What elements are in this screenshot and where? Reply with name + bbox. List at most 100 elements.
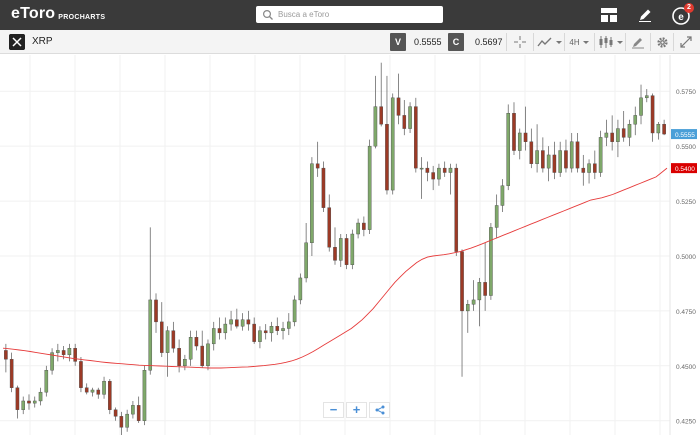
bullish-candle — [281, 328, 285, 331]
bullish-candle — [569, 141, 574, 169]
bullish-candle — [287, 321, 291, 329]
bullish-candle — [517, 132, 522, 151]
bullish-candle — [546, 154, 551, 169]
current-price-label: 0.5555 — [675, 132, 695, 139]
bullish-candle — [639, 97, 643, 116]
bearish-candle — [483, 282, 487, 296]
bullish-candle — [506, 113, 511, 186]
sell-button[interactable]: V — [390, 33, 406, 51]
top-header: eToro PROCHARTS e — [0, 0, 700, 30]
toolbar-divider — [533, 33, 534, 51]
bullish-candle — [616, 128, 620, 142]
search-box[interactable] — [256, 6, 443, 23]
bullish-candle — [188, 337, 193, 360]
buy-button[interactable]: C — [448, 33, 464, 51]
bullish-candle — [240, 319, 245, 327]
search-icon — [262, 9, 273, 20]
edit-button[interactable] — [634, 4, 656, 26]
y-axis-tick-label: 0.5500 — [676, 144, 696, 151]
y-axis-tick-label: 0.5750 — [676, 89, 696, 96]
edit-icon — [639, 9, 651, 22]
bearish-candle — [27, 400, 31, 404]
bullish-candle — [419, 167, 424, 170]
bearish-candle — [662, 123, 666, 135]
chart-zoom-controls: − + — [323, 402, 390, 418]
bullish-candle — [604, 132, 609, 138]
bearish-candle — [113, 409, 118, 417]
bearish-candle — [61, 350, 66, 356]
chart-type-button[interactable] — [536, 33, 562, 51]
bullish-candle — [56, 350, 60, 353]
bearish-candle — [79, 361, 83, 388]
settings-icon — [656, 36, 668, 48]
xrp-logo-icon — [9, 34, 25, 50]
y-axis-tick-label: 0.4750 — [676, 309, 696, 316]
bearish-candle — [171, 330, 176, 349]
bullish-candle — [102, 380, 106, 395]
bullish-candle — [165, 330, 170, 353]
bullish-candle — [304, 242, 308, 279]
toolbar-divider — [564, 33, 565, 51]
bullish-candle — [489, 227, 493, 296]
moving-average-price-label-bg — [671, 163, 697, 174]
bullish-candle — [148, 299, 153, 371]
bullish-candle — [142, 370, 147, 421]
bearish-candle — [177, 348, 181, 367]
chart-toolbar: XRP V 0.5555 C 0.5697 4H — [0, 30, 700, 54]
bearish-candle — [442, 167, 447, 173]
share-button[interactable] — [369, 402, 390, 418]
bullish-candle — [598, 137, 603, 173]
bearish-candle — [414, 106, 418, 169]
crosshair-icon — [514, 36, 526, 48]
bearish-candle — [159, 321, 164, 353]
settings-button[interactable] — [653, 33, 671, 51]
bullish-candle — [67, 348, 72, 356]
toolbar-divider — [673, 33, 674, 51]
toolbar-divider — [594, 33, 595, 51]
sell-price: 0.5555 — [414, 37, 442, 47]
draw-button[interactable] — [628, 33, 648, 51]
bullish-candle — [44, 370, 49, 393]
zoom-out-button[interactable]: − — [323, 402, 344, 418]
bearish-candle — [460, 251, 464, 312]
bullish-candle — [229, 319, 233, 325]
bullish-candle — [587, 163, 591, 173]
bearish-candle — [321, 167, 326, 208]
bearish-candle — [402, 115, 407, 129]
bullish-candle — [298, 277, 303, 301]
bearish-candle — [512, 113, 516, 151]
indicators-button[interactable] — [597, 33, 623, 51]
bullish-candle — [310, 163, 314, 244]
svg-text:e: e — [678, 12, 684, 23]
toolbar-divider — [506, 33, 507, 51]
bullish-candle — [131, 405, 135, 415]
bearish-candle — [333, 246, 337, 261]
timeframe-dropdown[interactable]: 4H — [567, 33, 591, 51]
bullish-candle — [408, 106, 412, 129]
chart-type-icon — [536, 37, 551, 47]
etoro-menu-button[interactable]: e 2 — [670, 3, 694, 26]
layout-button[interactable] — [598, 4, 620, 26]
price-chart[interactable]: 0.5750 0.5500 0.5250 0.5000 0.4750 0.4500 0.42… — [0, 55, 700, 435]
bearish-candle — [610, 132, 614, 142]
toolbar-divider — [625, 33, 626, 51]
bearish-candle — [108, 380, 112, 410]
bullish-candle — [627, 123, 632, 138]
bullish-candle — [211, 328, 216, 345]
buy-price: 0.5697 — [475, 37, 503, 47]
bearish-candle — [136, 405, 141, 421]
fullscreen-button[interactable] — [677, 33, 695, 51]
etoro-logo[interactable]: eToro PROCHARTS — [11, 5, 105, 23]
bearish-candle — [96, 389, 101, 395]
bearish-candle — [252, 323, 256, 342]
bearish-candle — [541, 150, 545, 169]
search-input[interactable] — [278, 10, 438, 19]
bullish-candle — [645, 95, 649, 99]
bearish-candle — [154, 299, 158, 323]
zoom-in-button[interactable]: + — [346, 402, 367, 418]
bullish-candle — [125, 413, 129, 428]
y-axis-tick-label: 0.5250 — [676, 199, 696, 206]
bearish-candle — [344, 238, 349, 265]
bearish-candle — [575, 141, 580, 169]
crosshair-button[interactable] — [510, 33, 530, 51]
